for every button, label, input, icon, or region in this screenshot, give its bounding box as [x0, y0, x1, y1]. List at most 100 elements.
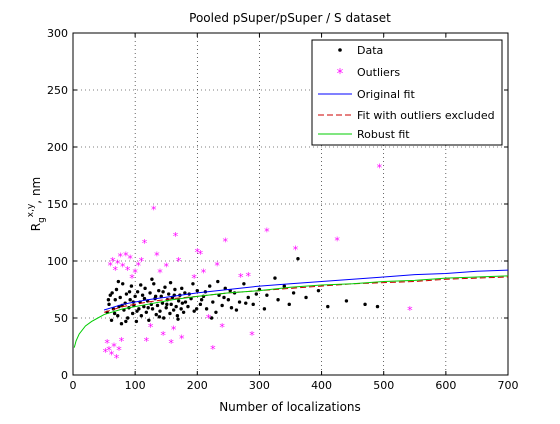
data-point — [119, 296, 122, 299]
data-point — [120, 322, 123, 325]
data-point — [126, 316, 129, 319]
data-point — [273, 276, 276, 279]
outlier-point: * — [148, 321, 154, 334]
outlier-point: * — [168, 337, 174, 350]
y-tick-label: 300 — [47, 27, 68, 40]
data-point — [216, 280, 219, 283]
y-label-sup: x,y — [26, 203, 36, 217]
data-point — [128, 298, 131, 301]
data-point — [128, 290, 131, 293]
data-point — [288, 303, 291, 306]
data-point — [208, 284, 211, 287]
data-point — [195, 307, 198, 310]
x-axis-label: Number of localizations — [219, 400, 361, 414]
data-point — [222, 296, 225, 299]
chart-title: Pooled pSuper/pSuper / S dataset — [189, 11, 391, 25]
data-point — [162, 316, 165, 319]
data-point — [136, 290, 139, 293]
outlier-point: * — [249, 329, 255, 342]
data-point — [176, 314, 179, 317]
data-point — [205, 307, 208, 310]
data-point — [158, 315, 161, 318]
outlier-point: * — [151, 204, 157, 217]
outlier-point: * — [160, 329, 166, 342]
data-point — [238, 300, 241, 303]
legend-label-excluded: Fit with outliers excluded — [357, 109, 495, 122]
x-tick-label: 400 — [311, 379, 332, 392]
data-point — [156, 304, 159, 307]
data-point — [176, 317, 179, 320]
legend-label-original: Original fit — [357, 88, 415, 101]
data-point — [214, 311, 217, 314]
data-point — [317, 289, 320, 292]
x-tick-label: 200 — [187, 379, 208, 392]
data-point — [255, 292, 258, 295]
outlier-point: * — [377, 162, 383, 175]
legend-label-data: Data — [357, 44, 383, 57]
outlier-point: * — [139, 255, 145, 268]
data-point — [230, 306, 233, 309]
outlier-point: * — [201, 266, 207, 279]
data-point — [244, 301, 247, 304]
data-point — [172, 308, 175, 311]
outlier-point: * — [191, 272, 197, 285]
data-point — [115, 288, 118, 291]
y-tick-label: 100 — [47, 255, 68, 268]
x-tick-label: 0 — [70, 379, 77, 392]
data-point — [154, 295, 157, 298]
data-point — [139, 283, 142, 286]
outlier-point: * — [127, 253, 133, 266]
outlier-point: * — [179, 333, 185, 346]
data-point — [184, 300, 187, 303]
outlier-point: * — [245, 270, 251, 283]
data-point — [124, 320, 127, 323]
data-point — [110, 291, 113, 294]
outlier-point: * — [223, 236, 229, 249]
outlier-point: * — [119, 335, 125, 348]
legend-marker-outliers: * — [337, 67, 344, 82]
data-point — [292, 291, 295, 294]
data-point — [145, 311, 148, 314]
legend-marker-data — [338, 48, 342, 52]
outlier-point: * — [214, 260, 220, 273]
data-point — [143, 287, 146, 290]
data-point — [133, 295, 136, 298]
y-label-base: R — [29, 223, 43, 231]
outlier-point: * — [157, 266, 163, 279]
data-point — [345, 299, 348, 302]
data-point — [107, 303, 110, 306]
data-point — [220, 304, 223, 307]
legend-label-robust: Robust fit — [357, 128, 410, 141]
data-point — [265, 294, 268, 297]
data-point — [158, 309, 161, 312]
data-point — [163, 286, 166, 289]
y-tick-label: 150 — [47, 198, 68, 211]
data-point — [200, 298, 203, 301]
outlier-point: * — [407, 304, 413, 317]
data-point — [276, 298, 279, 301]
data-point — [157, 289, 160, 292]
data-point — [283, 284, 286, 287]
data-point — [125, 292, 128, 295]
data-point — [186, 305, 189, 308]
data-point — [121, 282, 124, 285]
outlier-point: * — [163, 261, 169, 274]
data-point — [135, 320, 138, 323]
legend-label-outliers: Outliers — [357, 66, 400, 79]
data-point — [227, 298, 230, 301]
data-point — [169, 303, 172, 306]
data-point — [173, 288, 176, 291]
data-point — [196, 289, 199, 292]
outlier-point: * — [264, 225, 270, 238]
outlier-point: * — [176, 255, 182, 268]
data-point — [199, 303, 202, 306]
legend: Data * Outliers Original fit Fit with ou… — [312, 40, 502, 145]
data-point — [174, 305, 177, 308]
data-point — [107, 298, 110, 301]
data-point — [131, 312, 134, 315]
x-tick-label: 300 — [249, 379, 270, 392]
data-point — [211, 300, 214, 303]
data-point — [116, 314, 119, 317]
data-point — [113, 312, 116, 315]
